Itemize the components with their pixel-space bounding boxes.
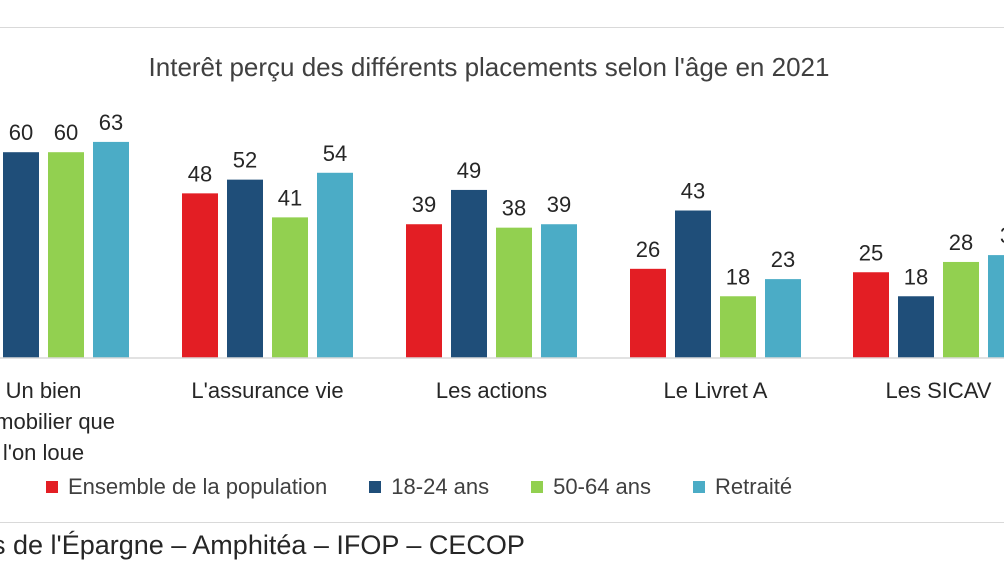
data-label-3-3: 38 [502, 196, 526, 221]
data-label-2-1: 60 [9, 120, 33, 145]
bar-1-2 [182, 193, 218, 358]
legend-label-1: Ensemble de la population [68, 474, 328, 499]
legend-swatch-1 [46, 481, 58, 493]
bar-1-5 [853, 272, 889, 358]
category-label-4: Le Livret A [664, 378, 768, 403]
data-label-2-4: 43 [681, 179, 705, 204]
top-divider [0, 27, 1004, 28]
legend-label-3: 50-64 ans [553, 474, 652, 499]
bar-4-3 [541, 224, 577, 358]
data-label-4-4: 23 [771, 247, 795, 272]
bar-3-1 [48, 152, 84, 358]
data-label-1-2: 48 [188, 161, 212, 186]
bar-1-3 [406, 224, 442, 358]
data-label-4-3: 39 [547, 192, 571, 217]
legend-item-1: Ensemble de la population [46, 474, 327, 500]
legend-swatch-3 [531, 481, 544, 493]
legend-item-3: 50-64 ans [531, 474, 651, 500]
data-label-2-3: 49 [457, 158, 481, 183]
bar-4-2 [317, 172, 353, 358]
legend-label-2: 18-24 ans [391, 474, 490, 499]
category-label-2: L'assurance vie [191, 378, 343, 403]
bar-1-4 [630, 268, 666, 358]
data-label-1-5: 25 [859, 240, 883, 265]
bar-3-3 [496, 227, 532, 358]
data-label-4-5: 3 [1000, 223, 1004, 248]
data-label-4-2: 54 [323, 141, 347, 166]
category-label-3: Les actions [436, 378, 547, 403]
chart-legend: Ensemble de la population 18-24 ans 50-64 … [46, 474, 834, 500]
data-label-1-3: 39 [412, 192, 436, 217]
bar-2-4 [675, 210, 711, 358]
bar-2-1 [3, 152, 39, 358]
data-label-3-4: 18 [726, 264, 750, 289]
data-label-2-2: 52 [233, 148, 257, 173]
legend-item-2: 18-24 ans [369, 474, 489, 500]
data-label-1-4: 26 [636, 237, 660, 262]
data-label-3-1: 60 [54, 120, 78, 145]
legend-swatch-4 [693, 481, 706, 493]
bottom-divider [0, 522, 1004, 523]
data-label-4-1: 63 [99, 110, 123, 135]
footer-source: s de l'Épargne – Amphitéa – IFOP – CECOP [0, 530, 525, 560]
bar-chart: 48 39 26 25 60 52 49 43 18 60 41 38 18 28 63 54 39 23 3 Un… [0, 110, 1004, 465]
data-label-2-5: 18 [904, 264, 928, 289]
legend-item-4: Retraité [693, 474, 792, 500]
category-label-5: Les SICAV [886, 378, 992, 403]
bar-2-5 [898, 296, 934, 358]
bar-4-1 [93, 141, 129, 358]
data-label-3-5: 28 [949, 230, 973, 255]
bar-4-4 [765, 279, 801, 358]
legend-label-4: Retraité [715, 474, 793, 499]
bar-3-2 [272, 217, 308, 358]
legend-swatch-2 [369, 481, 382, 493]
bar-4-5 [988, 255, 1004, 358]
chart-title: Interêt perçu des différents placements … [148, 52, 830, 82]
bar-2-2 [227, 179, 263, 358]
bar-2-3 [451, 189, 487, 358]
bar-3-4 [720, 296, 756, 358]
data-label-3-2: 41 [278, 185, 302, 210]
bar-3-5 [943, 261, 979, 358]
